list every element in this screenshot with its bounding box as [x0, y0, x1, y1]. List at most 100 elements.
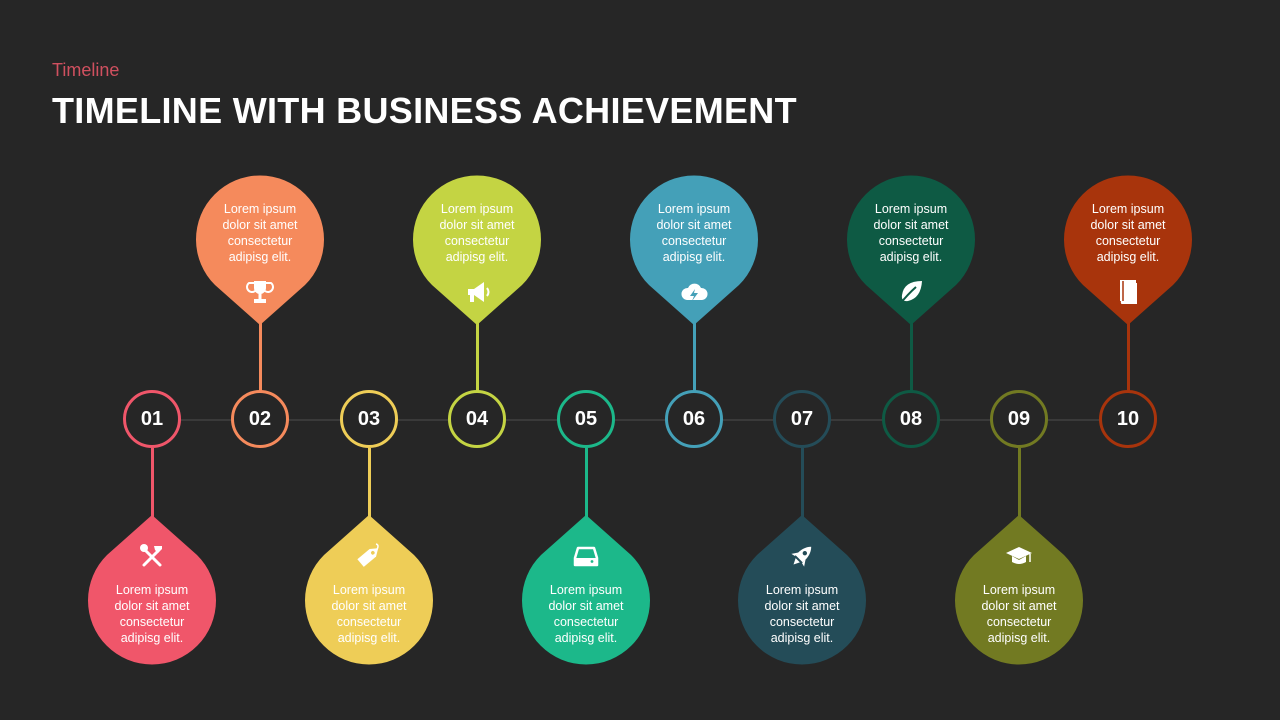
callout-line: Lorem ipsum [982, 583, 1056, 597]
step-node-10: 10 [1099, 390, 1157, 448]
callout-text: Lorem ipsum dolor sit amet consectetur adip… [629, 201, 759, 265]
book-icon [1113, 277, 1143, 307]
step-connector-05 [584, 448, 588, 518]
step-connector-02 [258, 322, 262, 392]
step-connector-08 [909, 322, 913, 392]
callout-line: consectetur [227, 234, 293, 248]
callout-line: adipisg elit. [879, 250, 943, 264]
step-node-04: 04 [448, 390, 506, 448]
step-callout-08: Lorem ipsum dolor sit amet consectetur adip… [846, 175, 976, 325]
callout-text: Lorem ipsum dolor sit amet consectetur adip… [412, 201, 542, 265]
callout-shape [413, 175, 541, 325]
step-callout-02: Lorem ipsum dolor sit amet consectetur adip… [195, 175, 325, 325]
callout-line: dolor sit amet [981, 599, 1057, 613]
callout-line: adipisg elit. [1096, 250, 1160, 264]
callout-shape [955, 515, 1083, 665]
callout-line: consectetur [878, 234, 944, 248]
megaphone-icon [462, 277, 492, 307]
callout-text: Lorem ipsum dolor sit amet consectetur adip… [954, 582, 1084, 646]
callout-text: Lorem ipsum dolor sit amet consectetur adip… [737, 582, 867, 646]
callout-line: adipisg elit. [228, 250, 292, 264]
hard-drive-icon [571, 541, 601, 571]
step-connector-06 [692, 322, 696, 392]
callout-line: adipisg elit. [770, 631, 834, 645]
callout-line: Lorem ipsum [332, 583, 406, 597]
callout-text: Lorem ipsum dolor sit amet consectetur adip… [87, 582, 217, 646]
callout-line: consectetur [119, 615, 185, 629]
step-callout-07: Lorem ipsum dolor sit amet consectetur adip… [737, 515, 867, 665]
step-connector-03 [367, 448, 371, 518]
callout-line: dolor sit amet [114, 599, 190, 613]
callout-line: adipisg elit. [120, 631, 184, 645]
step-node-09: 09 [990, 390, 1048, 448]
rocket-icon [787, 541, 817, 571]
subtitle: Timeline [52, 60, 120, 80]
callout-line: Lorem ipsum [440, 202, 514, 216]
callout-line: Lorem ipsum [1091, 202, 1165, 216]
callout-shape [630, 175, 758, 325]
step-connector-04 [475, 322, 479, 392]
callout-line: adipisg elit. [987, 631, 1051, 645]
step-callout-09: Lorem ipsum dolor sit amet consectetur adip… [954, 515, 1084, 665]
callout-shape [738, 515, 866, 665]
callout-line: Lorem ipsum [223, 202, 297, 216]
callout-text: Lorem ipsum dolor sit amet consectetur adip… [521, 582, 651, 646]
step-node-07: 07 [773, 390, 831, 448]
callout-shape [847, 175, 975, 325]
callout-shape [305, 515, 433, 665]
callout-shape [522, 515, 650, 665]
callout-line: dolor sit amet [222, 218, 298, 232]
step-callout-04: Lorem ipsum dolor sit amet consectetur adip… [412, 175, 542, 325]
step-callout-05: Lorem ipsum dolor sit amet consectetur adip… [521, 515, 651, 665]
step-callout-01: Lorem ipsum dolor sit amet consectetur adip… [87, 515, 217, 665]
callout-line: adipisg elit. [445, 250, 509, 264]
page-title: TIMELINE WITH BUSINESS ACHIEVEMENT [52, 90, 797, 131]
step-node-05: 05 [557, 390, 615, 448]
step-callout-06: Lorem ipsum dolor sit amet consectetur adip… [629, 175, 759, 325]
step-callout-10: Lorem ipsum dolor sit amet consectetur adip… [1063, 175, 1193, 325]
callout-line: adipisg elit. [554, 631, 618, 645]
step-node-08: 08 [882, 390, 940, 448]
callout-line: Lorem ipsum [657, 202, 731, 216]
callout-text: Lorem ipsum dolor sit amet consectetur adip… [846, 201, 976, 265]
timeline-axis [152, 419, 1128, 421]
step-node-02: 02 [231, 390, 289, 448]
callout-line: Lorem ipsum [115, 583, 189, 597]
callout-line: consectetur [553, 615, 619, 629]
callout-line: Lorem ipsum [765, 583, 839, 597]
callout-line: consectetur [661, 234, 727, 248]
callout-line: dolor sit amet [873, 218, 949, 232]
callout-line: consectetur [444, 234, 510, 248]
step-connector-01 [150, 448, 154, 518]
step-node-06: 06 [665, 390, 723, 448]
callout-shape [1064, 175, 1192, 325]
tag-icon [354, 541, 384, 571]
graduation-cap-icon [1004, 541, 1034, 571]
callout-line: dolor sit amet [548, 599, 624, 613]
callout-text: Lorem ipsum dolor sit amet consectetur adip… [195, 201, 325, 265]
step-node-03: 03 [340, 390, 398, 448]
step-connector-07 [800, 448, 804, 518]
callout-line: dolor sit amet [656, 218, 732, 232]
tools-icon [137, 541, 167, 571]
callout-line: consectetur [986, 615, 1052, 629]
callout-shape [196, 175, 324, 325]
callout-shape [88, 515, 216, 665]
step-callout-03: Lorem ipsum dolor sit amet consectetur adip… [304, 515, 434, 665]
callout-line: Lorem ipsum [549, 583, 623, 597]
callout-line: dolor sit amet [1090, 218, 1166, 232]
callout-line: consectetur [1095, 234, 1161, 248]
callout-line: adipisg elit. [337, 631, 401, 645]
step-connector-09 [1017, 448, 1021, 518]
callout-line: dolor sit amet [439, 218, 515, 232]
callout-line: consectetur [336, 615, 402, 629]
callout-line: dolor sit amet [331, 599, 407, 613]
trophy-icon [245, 277, 275, 307]
callout-line: dolor sit amet [764, 599, 840, 613]
callout-line: consectetur [769, 615, 835, 629]
step-node-01: 01 [123, 390, 181, 448]
callout-line: Lorem ipsum [874, 202, 948, 216]
cloud-lightning-icon [679, 277, 709, 307]
leaf-icon [896, 277, 926, 307]
step-connector-10 [1126, 322, 1130, 392]
